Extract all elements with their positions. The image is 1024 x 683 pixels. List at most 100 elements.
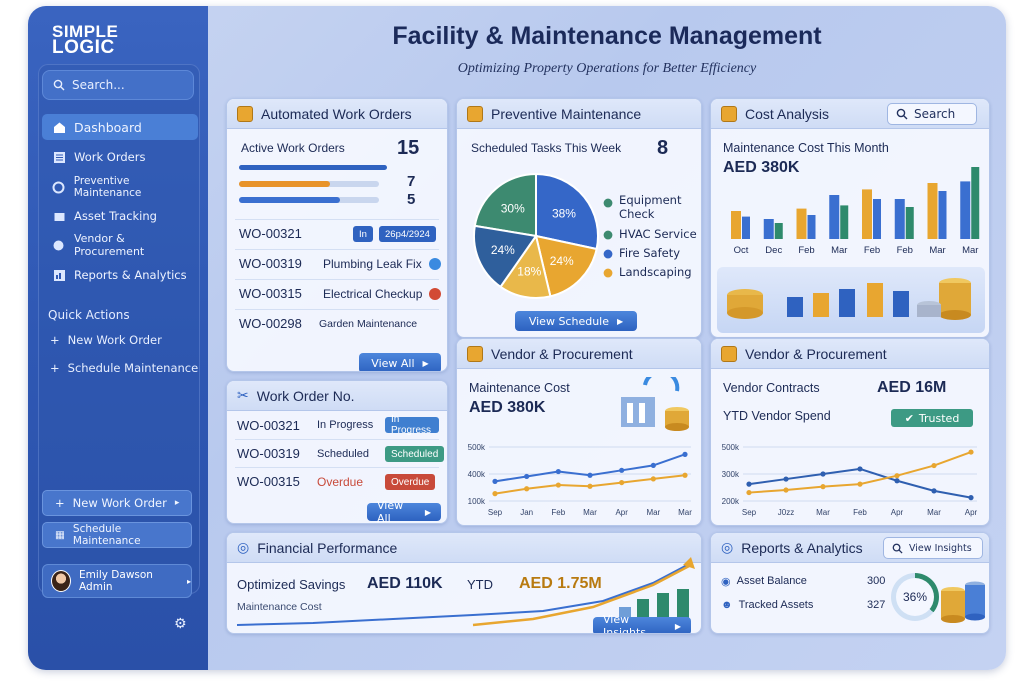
chevron-right-icon: ▸: [174, 498, 180, 508]
status-badge: Overdue: [385, 474, 436, 490]
data-point: [650, 476, 656, 482]
status-pill: In: [353, 226, 373, 242]
quick-action-schedule-maintenance[interactable]: + Schedule Maintenance: [50, 361, 198, 375]
sidebar-item-work-orders[interactable]: Work Orders: [42, 144, 198, 170]
bar: [763, 219, 774, 239]
bar: [840, 205, 849, 239]
legend-item: ● Fire Safety: [603, 244, 701, 263]
view-all-button[interactable]: View All ▶: [359, 353, 441, 371]
reports-analytics-card: ◎ Reports & Analytics View Insights ◉ Ass…: [710, 532, 990, 634]
x-tick-label: Feb: [798, 245, 814, 256]
wrench-icon: ✂: [237, 387, 249, 403]
data-point: [931, 462, 937, 469]
card-title: Vendor & Procurement: [491, 345, 633, 362]
bar: [774, 223, 783, 239]
card-title: Reports & Analytics: [741, 539, 863, 556]
table-row[interactable]: WO-00298 Garden Maintenance: [235, 309, 439, 337]
quick-action-new-work-order[interactable]: + New Work Order: [50, 333, 162, 347]
date-pill: 26p4/2924: [379, 226, 436, 242]
schedule-maintenance-button[interactable]: ▦ Schedule Maintenance: [42, 522, 192, 548]
x-tick-label: Feb: [551, 508, 565, 517]
quick-action-label: Schedule Maintenance: [67, 361, 199, 375]
active-work-orders-count: 15: [397, 137, 420, 159]
bar: [862, 189, 872, 239]
work-order-id: WO-00298: [239, 316, 302, 331]
sidebar-item-reports[interactable]: Reports & Analytics: [42, 262, 198, 288]
users-icon: ☻: [721, 599, 733, 611]
bar: [894, 199, 905, 239]
data-point: [968, 449, 974, 455]
sidebar-item-dashboard[interactable]: Dashboard: [42, 114, 198, 140]
table-row[interactable]: WO-00315 Overdue Overdue: [235, 467, 439, 495]
table-row[interactable]: WO-00319 Scheduled Scheduled: [235, 439, 445, 467]
table-row[interactable]: WO-00315 Electrical Checkup: [235, 279, 441, 307]
legend-item: ● Equipment Check: [603, 193, 701, 221]
badge-label: Trusted: [918, 411, 960, 425]
plus-icon: +: [55, 496, 65, 510]
cost-search-input[interactable]: Search: [887, 103, 977, 125]
view-schedule-button[interactable]: View Schedule ▶: [515, 311, 637, 331]
search-label: Search: [914, 107, 956, 121]
pie-slice-label: 24%: [491, 243, 515, 257]
bar: [938, 191, 947, 239]
pie-slice: [473, 224, 538, 289]
data-point: [619, 479, 625, 486]
sidebar-item-label: Reports & Analytics: [74, 268, 187, 282]
search-input[interactable]: Search...: [42, 70, 194, 100]
user-menu[interactable]: Emily Dawson Admin ▸: [42, 564, 192, 598]
card-title: Cost Analysis: [745, 105, 830, 122]
view-insights-button[interactable]: View Insights ▶: [593, 613, 691, 633]
y-tick-label: 500k: [722, 443, 740, 452]
pie-legend: ● Equipment Check ● HVAC Service ● Fire Saf…: [603, 193, 701, 282]
sidebar-item-preventive-maintenance[interactable]: Preventive Maintenance: [42, 174, 198, 200]
y-tick-label: 100k: [468, 497, 486, 506]
page-subtitle: Optimizing Property Operations for Bette…: [457, 61, 757, 76]
data-point: [857, 481, 863, 487]
sidebar-item-vendor[interactable]: Vendor & Procurement: [42, 232, 198, 258]
data-point: [894, 478, 900, 484]
data-point: [931, 488, 937, 494]
x-tick-label: Sep: [488, 508, 503, 517]
cost-bar-chart: Oct Dec Feb Mar Feb Feb Mar Mar: [731, 167, 980, 256]
progress-bar: [239, 181, 379, 187]
bar: [927, 183, 938, 239]
check-icon: [429, 257, 441, 270]
table-row[interactable]: WO-00321 In Progress In Progress: [235, 411, 439, 439]
table-row[interactable]: WO-00321 In 26p4/2924: [235, 219, 439, 247]
vendor-contracts-label: Vendor Contracts: [723, 381, 820, 395]
work-order-id: WO-00315: [237, 474, 300, 489]
savings-value: AED 110K: [367, 575, 443, 592]
coins-illustration: [717, 267, 985, 333]
button-label: View All: [371, 356, 415, 370]
bar: [905, 207, 914, 239]
card-title: Vendor & Procurement: [745, 345, 887, 362]
app-window: SIMPLE LOGIC Search... Dashboard Work Or…: [28, 6, 1006, 670]
plus-icon: +: [50, 333, 60, 347]
asset-balance-value: 300: [867, 575, 886, 587]
progress-gauge: 36%: [891, 573, 939, 621]
bar: [742, 216, 750, 239]
x-tick-label: Jan: [520, 508, 533, 517]
data-point: [492, 491, 498, 497]
card-title: Financial Performance: [257, 539, 398, 556]
view-insights-button[interactable]: View Insights: [883, 537, 983, 559]
button-label: View Insights: [603, 613, 647, 634]
ytd-value: AED 1.75M: [519, 575, 602, 592]
x-tick-label: Mar: [583, 508, 597, 517]
chevron-right-icon: ▶: [617, 316, 624, 326]
y-tick-label: 200k: [722, 497, 740, 506]
sidebar-item-asset-tracking[interactable]: Asset Tracking: [42, 203, 198, 229]
x-tick-label: Mar: [831, 245, 847, 256]
target-icon: ◉: [721, 576, 731, 588]
table-row[interactable]: WO-00319 Plumbing Leak Fix: [235, 249, 441, 277]
progress-bar: [239, 165, 387, 170]
card-title: Preventive Maintenance: [491, 105, 642, 122]
new-work-order-button[interactable]: + New Work Order ▸: [42, 490, 192, 516]
gear-icon[interactable]: ⚙: [174, 616, 187, 632]
active-work-orders-label: Active Work Orders: [241, 141, 345, 155]
view-all-button[interactable]: View All ▶: [367, 499, 441, 523]
button-label: View All: [377, 499, 404, 524]
scheduled-tasks-label: Scheduled Tasks This Week: [471, 141, 622, 155]
sidebar-item-label: Preventive Maintenance: [73, 175, 142, 199]
coins-icon: [941, 581, 985, 623]
